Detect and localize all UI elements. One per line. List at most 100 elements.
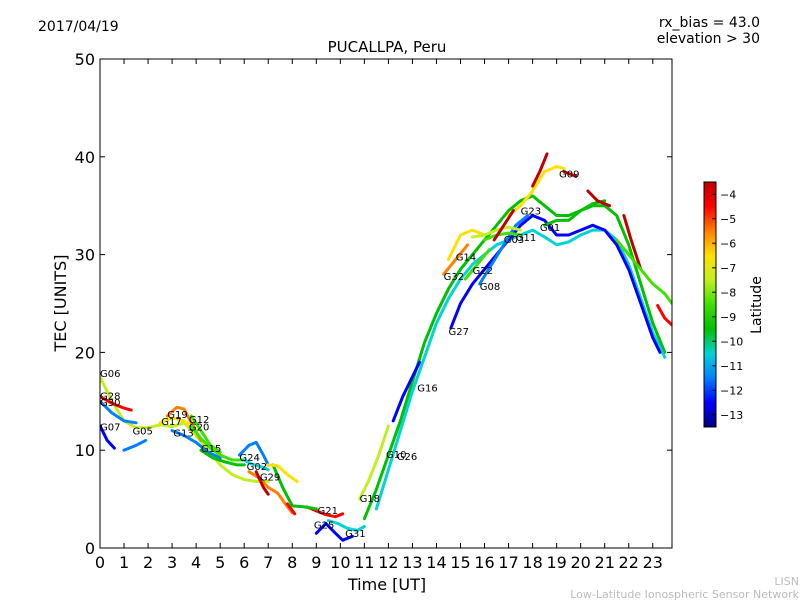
- colorbar-tick-label: −7: [720, 262, 736, 275]
- x-tick-label: 17: [498, 553, 518, 572]
- satellite-label-g08: G08: [480, 282, 500, 293]
- satellite-label-g12: G12: [189, 415, 209, 426]
- track-g12: [189, 414, 222, 454]
- track-g24: [237, 440, 270, 467]
- track-g22: [463, 248, 491, 281]
- x-tick-label: 8: [287, 553, 297, 572]
- x-tick-label: 19: [546, 553, 566, 572]
- satellite-label-g32: G32: [444, 272, 464, 283]
- y-tick-label: 10: [75, 441, 95, 460]
- colorbar: −4 −5 −6 −7 −8 −9 −10 −11 −12 −13: [703, 181, 743, 428]
- satellite-label-g19: G19: [167, 410, 187, 421]
- x-tick-label: 13: [402, 553, 422, 572]
- track-w7: [492, 209, 515, 242]
- rx-bias-label: rx_bias = 43.0: [659, 15, 760, 31]
- x-axis-label: Time [UT]: [347, 575, 426, 594]
- plot-frame: [99, 58, 673, 549]
- track-w6: [286, 502, 297, 516]
- x-tick-label: 23: [643, 553, 663, 572]
- satellite-label-g01: G01: [540, 223, 560, 234]
- satellite-label-g21: G21: [318, 506, 338, 517]
- track-w5: [254, 470, 270, 496]
- satellite-label-g22: G22: [473, 266, 493, 277]
- y-axis-label: TEC [UNITS]: [51, 255, 70, 353]
- track-g08: [478, 214, 530, 286]
- colorbar-tick-label: −4: [720, 188, 736, 201]
- track-w1: [586, 189, 611, 208]
- colorbar-tick-label: −12: [720, 384, 743, 397]
- track-w2: [622, 214, 643, 271]
- date-label: 2017/04/19: [38, 19, 119, 35]
- x-tick-label: 11: [354, 553, 374, 572]
- track-g26: [374, 228, 667, 511]
- x-tick-label: 21: [595, 553, 615, 572]
- y-axis: 0 10 20 30 40 50: [75, 50, 672, 558]
- satellite-label-g14: G14: [456, 252, 476, 263]
- x-tick-label: 16: [474, 553, 494, 572]
- track-g07: [100, 424, 116, 450]
- elevation-label: elevation > 30: [657, 31, 760, 47]
- y-tick-label: 40: [75, 148, 95, 167]
- satellite-label-g05: G05: [132, 427, 152, 438]
- track-g31: [326, 519, 366, 532]
- track-g27: [449, 214, 662, 354]
- track-g03: [483, 231, 523, 242]
- x-tick-label: 10: [330, 553, 350, 572]
- satellite-label-g13: G13: [173, 429, 193, 440]
- satellite-label-g20: G20: [189, 423, 209, 434]
- x-tick-label: 18: [522, 553, 542, 572]
- track-g15: [199, 448, 246, 467]
- satellite-label-g25: G25: [314, 520, 334, 531]
- track-g09b: [562, 170, 578, 178]
- x-tick-label: 3: [167, 553, 177, 572]
- footer-credit-short: LISN: [774, 575, 799, 588]
- colorbar-tick-label: −11: [720, 360, 743, 373]
- x-tick-label: 1: [119, 553, 129, 572]
- chart-title: PUCALLPA, Peru: [328, 38, 447, 56]
- satellite-label-g26: G26: [397, 452, 417, 463]
- x-tick-label: 12: [378, 553, 398, 572]
- track-w4: [615, 238, 672, 305]
- y-tick-label: 0: [85, 539, 95, 558]
- x-tick-label: 6: [239, 553, 249, 572]
- satellite-label-g10: G10: [386, 450, 406, 461]
- satellite-label-g24: G24: [239, 453, 259, 464]
- track-g13: [170, 429, 222, 460]
- x-tick-label: 22: [619, 553, 639, 572]
- satellite-label-g17: G17: [161, 417, 181, 428]
- satellite-label-g29: G29: [260, 473, 280, 484]
- track-g25: [314, 522, 354, 542]
- satellite-label-g11: G11: [516, 233, 536, 244]
- x-tick-label: 20: [570, 553, 590, 572]
- track-g18: [358, 424, 390, 501]
- x-tick-label: 9: [311, 553, 321, 572]
- colorbar-tick-label: −5: [720, 213, 736, 226]
- satellite-label-g02: G02: [247, 462, 267, 473]
- track-w8: [271, 463, 318, 511]
- x-tick-label: 2: [143, 553, 153, 572]
- satellite-label-g06: G06: [100, 369, 120, 380]
- track-g01: [543, 199, 607, 227]
- track-g02: [242, 458, 270, 472]
- colorbar-tick-label: −13: [720, 409, 743, 422]
- colorbar-label: Latitude: [749, 276, 765, 334]
- track-g23: [507, 165, 566, 217]
- track-w3: [656, 304, 672, 327]
- track-g20: [189, 424, 246, 462]
- x-tick-label: 4: [191, 553, 201, 572]
- track-g30: [100, 399, 138, 425]
- colorbar-tick-label: −6: [720, 237, 736, 250]
- x-axis: 0 1 2 3 4 5 6 7 8 9 10 11 12 13 14 15 16 17 18 19 20 21 22 23: [95, 59, 663, 572]
- satellite-label-g31: G31: [345, 529, 365, 540]
- satellite-tracks: [100, 152, 672, 542]
- x-tick-label: 7: [263, 553, 273, 572]
- colorbar-tick-label: −9: [720, 311, 736, 324]
- track-g05: [122, 438, 148, 452]
- satellite-label-g16: G16: [417, 384, 437, 395]
- x-tick-label: 5: [215, 553, 225, 572]
- track-w9: [266, 463, 299, 483]
- x-tick-label: 14: [426, 553, 446, 572]
- satellite-label-g30: G30: [100, 398, 120, 409]
